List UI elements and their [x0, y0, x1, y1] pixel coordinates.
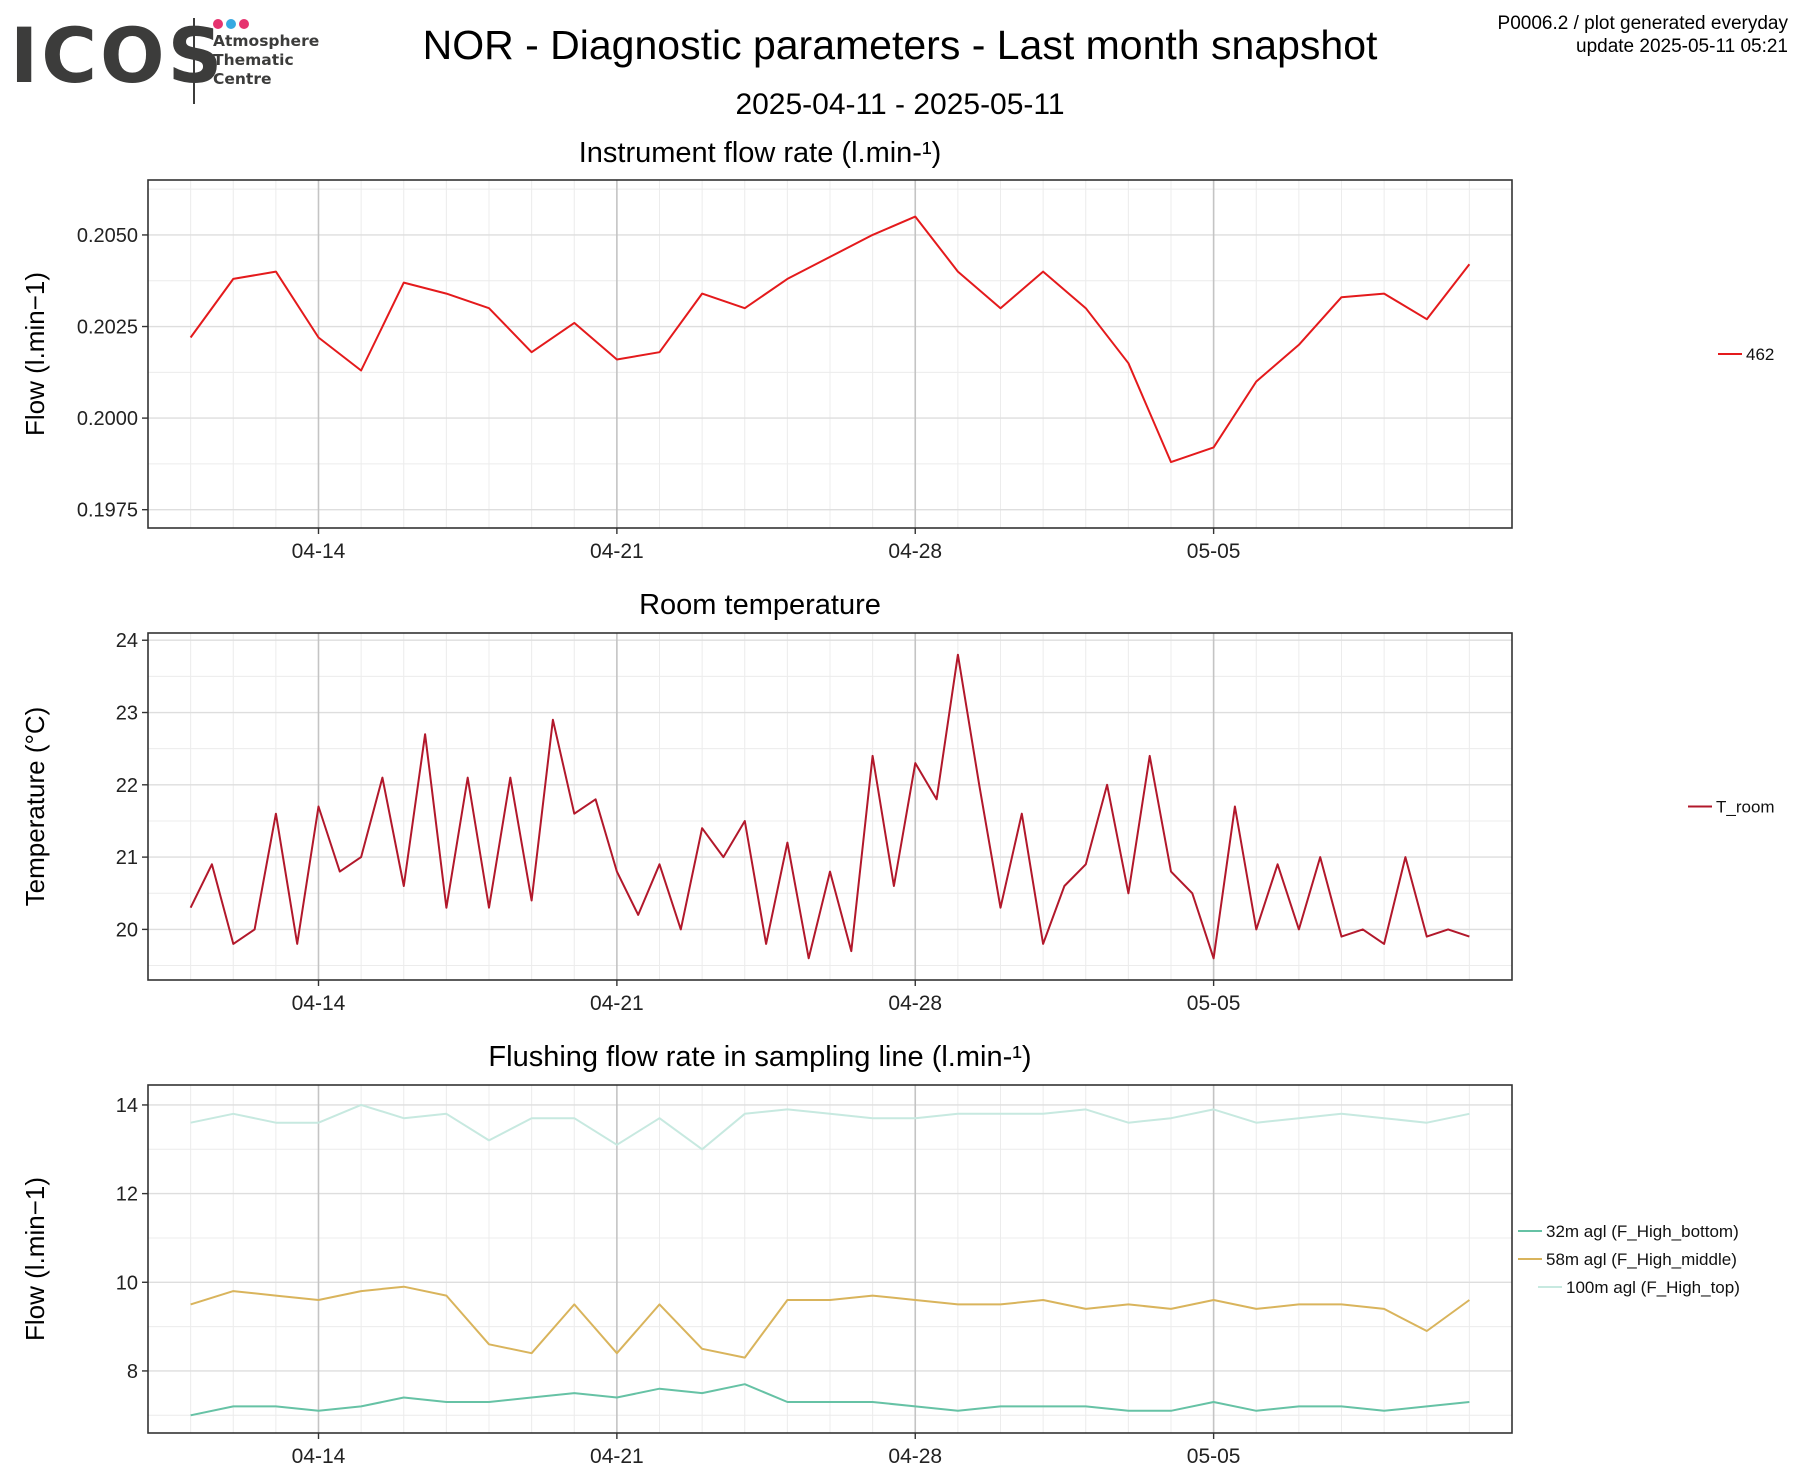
logo-subtitle-line: Atmosphere: [213, 32, 320, 50]
logo-subtitle-line: Thematic: [213, 51, 294, 69]
y-tick-label: 0.2025: [77, 317, 138, 339]
logo-divider: [193, 18, 195, 104]
y-tick-label: 22: [116, 775, 138, 797]
x-tick-label: 04-28: [888, 540, 942, 563]
y-tick-label: 10: [116, 1272, 138, 1294]
logo-subtitle: Atmosphere Thematic Centre: [213, 32, 319, 89]
y-tick-label: 14: [116, 1095, 138, 1117]
chart-panel-3: Flushing flow rate in sampling line (l.m…: [20, 1041, 1740, 1468]
y-tick-label: 20: [116, 919, 138, 941]
logo-dot: [239, 19, 249, 29]
series-line: [189, 653, 1470, 960]
chart-panel-1: Instrument flow rate (l.min-¹) 0.1975 0.20…: [20, 137, 1774, 563]
legend-label: 462: [1746, 345, 1774, 364]
legend-label: 58m agl (F_High_middle): [1546, 1250, 1737, 1269]
x-tick-label: 04-14: [292, 992, 346, 1015]
x-tick-label: 04-21: [590, 1445, 644, 1468]
y-axis-label: Flow (l.min−1): [20, 272, 50, 436]
chart-panel-2: Room temperature 20 21 22 23 24 04-14 04-21 04-2…: [20, 589, 1775, 1015]
x-tick-label: 05-05: [1187, 540, 1241, 563]
x-tick-label: 05-05: [1187, 1445, 1241, 1468]
series-line: [190, 1383, 1470, 1417]
plot-border: [147, 1084, 1513, 1434]
icos-logo: ICOS Atmosphere Thematic Centre: [10, 14, 340, 104]
y-tick-label: 21: [116, 847, 138, 869]
y-tick-label: 0.1975: [77, 500, 138, 522]
logo-dot: [226, 19, 236, 29]
logo-subtitle-line: Centre: [213, 70, 272, 88]
chart-title: Flushing flow rate in sampling line (l.m…: [488, 1041, 1031, 1073]
chart-title: Instrument flow rate (l.min-¹): [579, 137, 942, 169]
page-title: NOR - Diagnostic parameters - Last month…: [422, 22, 1378, 68]
y-tick-label: 24: [116, 630, 138, 652]
update-line: update 2025-05-11 05:21: [1576, 36, 1788, 57]
logo-dots-icon: [213, 16, 252, 34]
logo-dot: [213, 19, 223, 29]
series-line: [190, 1103, 1470, 1151]
y-tick-label: 0.2000: [77, 408, 138, 430]
x-tick-label: 04-14: [292, 1445, 346, 1468]
series-line: [190, 1285, 1470, 1359]
legend-label: T_room: [1716, 798, 1775, 817]
legend-label: 32m agl (F_High_bottom): [1546, 1222, 1739, 1241]
x-tick-label: 04-21: [590, 540, 644, 563]
plot-border: [147, 632, 1513, 981]
x-tick-label: 05-05: [1187, 992, 1241, 1015]
y-tick-label: 12: [116, 1184, 138, 1206]
chart-title: Room temperature: [639, 589, 881, 621]
x-tick-label: 04-28: [888, 992, 942, 1015]
y-tick-label: 0.2050: [77, 225, 138, 247]
y-axis-label: Temperature (°C): [20, 707, 50, 907]
x-tick-label: 04-14: [292, 540, 346, 563]
y-tick-label: 23: [116, 703, 138, 725]
y-tick-label: 8: [127, 1361, 138, 1383]
legend-label: 100m agl (F_High_top): [1566, 1278, 1740, 1297]
x-tick-label: 04-21: [590, 992, 644, 1015]
logo-wordmark: ICOS: [10, 11, 226, 100]
date-range: 2025-04-11 - 2025-05-11: [735, 88, 1065, 121]
plot-id-line: P0006.2 / plot generated everyday: [1497, 13, 1788, 34]
plot-border: [147, 179, 1513, 529]
x-tick-label: 04-28: [888, 1445, 942, 1468]
series-line: [189, 215, 1471, 464]
generation-info: P0006.2 / plot generated everyday update…: [1498, 12, 1788, 58]
y-axis-label: Flow (l.min−1): [20, 1177, 50, 1341]
